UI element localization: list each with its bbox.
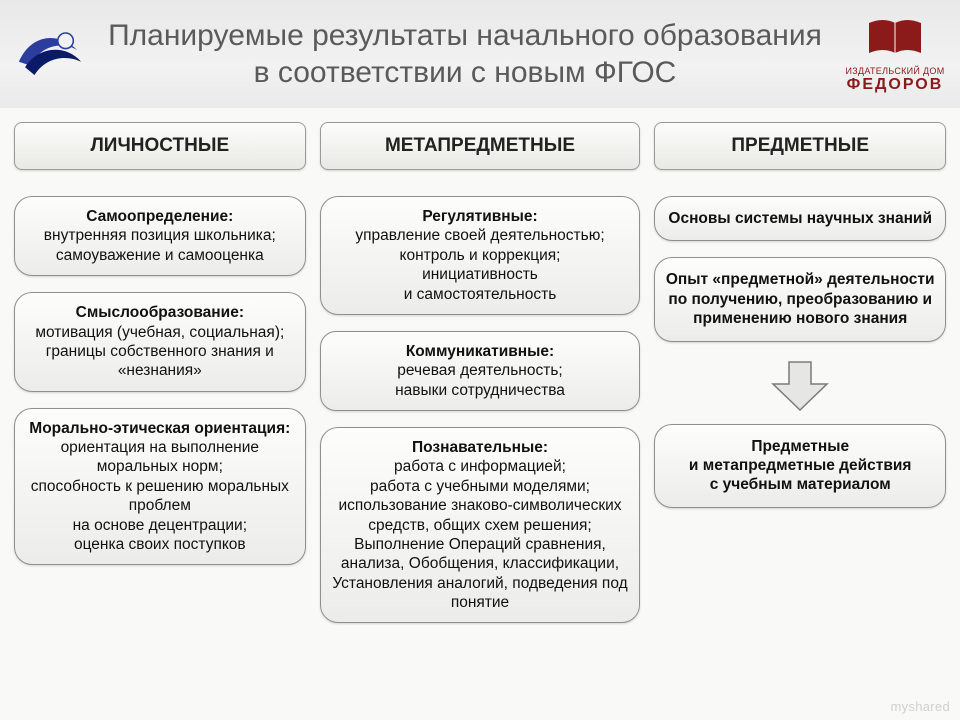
box-body: ориентация на выполнение моральных норм;… — [31, 439, 289, 553]
box-title: Коммуникативные: — [406, 343, 554, 360]
box-title: Регулятивные: — [422, 208, 537, 225]
box-regulatory: Регулятивные: управление своей деятельно… — [320, 196, 641, 315]
watermark: myshared — [891, 699, 950, 714]
book-icon — [840, 15, 950, 66]
columns-wrap: ЛИЧНОСТНЫЕ Самоопределение: внутренняя п… — [0, 108, 960, 639]
logo-left — [10, 19, 90, 89]
box-cognitive: Познавательные: работа с информацией;раб… — [320, 427, 641, 623]
box-knowledge-basis: Основы системы научных знаний — [654, 196, 946, 241]
box-title: Познавательные: — [412, 439, 548, 456]
box-title: Самоопределение: — [86, 208, 233, 225]
box-title: Морально-этическая ориентация: — [29, 420, 290, 437]
box-body: Предметныеи метапредметные действияс уче… — [689, 438, 912, 494]
box-body: управление своей деятельностью;контроль … — [355, 227, 604, 302]
page-header: Планируемые результаты начального образо… — [0, 0, 960, 108]
publisher-small: ИЗДАТЕЛЬСКИЙ ДОМ — [840, 66, 950, 76]
box-body: Основы системы научных знаний — [668, 210, 932, 227]
header-subject: ПРЕДМЕТНЫЕ — [654, 122, 946, 170]
column-meta: МЕТАПРЕДМЕТНЫЕ Регулятивные: управление … — [320, 122, 641, 639]
box-body: речевая деятельность;навыки сотрудничест… — [395, 362, 565, 398]
box-body: мотивация (учебная, социальная);границы … — [35, 324, 284, 380]
page-title: Планируемые результаты начального образо… — [90, 17, 840, 92]
publisher-name: ФЕДОРОВ — [840, 76, 950, 94]
box-body: работа с информацией;работа с учебными м… — [332, 458, 627, 611]
box-title: Смыслообразование: — [76, 304, 244, 321]
box-sense-making: Смыслообразование: мотивация (учебная, с… — [14, 292, 306, 392]
box-subject-experience: Опыт «предметной» деятельности по получе… — [654, 257, 946, 341]
header-meta: МЕТАПРЕДМЕТНЫЕ — [320, 122, 641, 170]
box-moral-ethical: Морально-этическая ориентация: ориентаци… — [14, 408, 306, 566]
arrow-down-icon — [765, 360, 835, 414]
box-body: внутренняя позиция школьника;самоуважени… — [44, 227, 276, 263]
logo-right: ИЗДАТЕЛЬСКИЙ ДОМ ФЕДОРОВ — [840, 15, 950, 94]
box-communicative: Коммуникативные: речевая деятельность;на… — [320, 331, 641, 411]
header-personal: ЛИЧНОСТНЫЕ — [14, 122, 306, 170]
box-body: Опыт «предметной» деятельности по получе… — [666, 271, 935, 327]
column-subject: ПРЕДМЕТНЫЕ Основы системы научных знаний… — [654, 122, 946, 639]
column-personal: ЛИЧНОСТНЫЕ Самоопределение: внутренняя п… — [14, 122, 306, 639]
box-subject-meta-actions: Предметныеи метапредметные действияс уче… — [654, 424, 946, 508]
box-self-determination: Самоопределение: внутренняя позиция школ… — [14, 196, 306, 276]
swoosh-icon — [10, 19, 90, 89]
